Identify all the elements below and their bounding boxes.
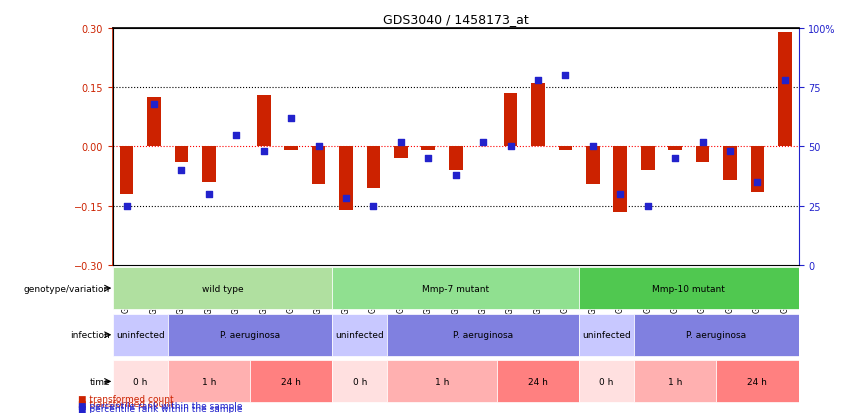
Bar — [668, 147, 682, 151]
Point — [668, 156, 682, 162]
Bar — [366, 147, 380, 188]
FancyBboxPatch shape — [168, 361, 250, 402]
Bar — [751, 147, 764, 192]
Text: 0 h: 0 h — [352, 377, 367, 386]
Bar — [202, 147, 216, 183]
Bar — [586, 147, 600, 185]
FancyBboxPatch shape — [387, 361, 496, 402]
Point — [503, 144, 517, 150]
Bar — [531, 84, 545, 147]
Bar — [148, 98, 161, 147]
Bar — [339, 147, 352, 210]
Bar — [394, 147, 408, 159]
Text: P. aeruginosa: P. aeruginosa — [687, 330, 746, 339]
Point — [394, 139, 408, 146]
Bar — [641, 147, 654, 171]
Bar — [778, 33, 792, 147]
Point — [751, 179, 765, 186]
Text: genotype/variation: genotype/variation — [23, 284, 110, 293]
Bar — [723, 147, 737, 180]
Point — [366, 203, 380, 209]
Bar — [559, 147, 572, 151]
Text: uninfected: uninfected — [116, 330, 165, 339]
FancyBboxPatch shape — [496, 361, 579, 402]
FancyBboxPatch shape — [250, 361, 332, 402]
Text: P. aeruginosa: P. aeruginosa — [453, 330, 513, 339]
Bar — [449, 147, 463, 171]
Point — [695, 139, 709, 146]
Text: wild type: wild type — [201, 284, 243, 293]
Point — [723, 148, 737, 155]
FancyBboxPatch shape — [387, 314, 579, 356]
Point — [312, 144, 326, 150]
Point — [339, 196, 353, 202]
FancyBboxPatch shape — [579, 361, 634, 402]
Text: Mmp-10 mutant: Mmp-10 mutant — [653, 284, 726, 293]
FancyBboxPatch shape — [634, 361, 716, 402]
FancyBboxPatch shape — [579, 268, 799, 309]
FancyBboxPatch shape — [113, 268, 332, 309]
Title: GDS3040 / 1458173_at: GDS3040 / 1458173_at — [383, 13, 529, 26]
Bar — [174, 147, 188, 163]
FancyBboxPatch shape — [332, 314, 387, 356]
FancyBboxPatch shape — [168, 314, 332, 356]
Text: 1 h: 1 h — [201, 377, 216, 386]
Point — [778, 78, 792, 84]
Text: ■ transformed count: ■ transformed count — [78, 394, 174, 404]
Text: ■ transformed count: ■ transformed count — [78, 399, 174, 408]
Text: 0 h: 0 h — [133, 377, 148, 386]
Point — [202, 191, 216, 197]
Point — [641, 203, 654, 209]
Point — [257, 148, 271, 155]
Text: 24 h: 24 h — [747, 377, 767, 386]
Text: time: time — [89, 377, 110, 386]
Point — [614, 191, 628, 197]
Bar — [120, 147, 134, 194]
Point — [174, 167, 188, 174]
Text: uninfected: uninfected — [582, 330, 631, 339]
Point — [229, 132, 243, 138]
Text: uninfected: uninfected — [335, 330, 384, 339]
Text: infection: infection — [70, 330, 110, 339]
Text: ■ percentile rank within the sample: ■ percentile rank within the sample — [78, 404, 243, 413]
Text: Mmp-7 mutant: Mmp-7 mutant — [422, 284, 490, 293]
Bar — [614, 147, 627, 212]
Text: P. aeruginosa: P. aeruginosa — [220, 330, 280, 339]
Bar — [503, 94, 517, 147]
Text: 1 h: 1 h — [668, 377, 682, 386]
Point — [586, 144, 600, 150]
Text: ■ percentile rank within the sample: ■ percentile rank within the sample — [78, 401, 243, 410]
FancyBboxPatch shape — [113, 314, 168, 356]
Text: 0 h: 0 h — [600, 377, 614, 386]
Point — [147, 101, 161, 108]
FancyBboxPatch shape — [579, 314, 634, 356]
FancyBboxPatch shape — [716, 361, 799, 402]
Text: 24 h: 24 h — [281, 377, 301, 386]
Point — [120, 203, 134, 209]
Bar — [696, 147, 709, 163]
Point — [449, 172, 463, 179]
Bar — [422, 147, 435, 151]
Bar — [257, 96, 271, 147]
Point — [531, 78, 545, 84]
Text: 1 h: 1 h — [435, 377, 449, 386]
Point — [421, 156, 435, 162]
Text: 24 h: 24 h — [528, 377, 548, 386]
FancyBboxPatch shape — [113, 361, 168, 402]
Point — [477, 139, 490, 146]
FancyBboxPatch shape — [634, 314, 799, 356]
Bar — [285, 147, 298, 151]
Point — [284, 115, 298, 122]
Bar — [312, 147, 326, 185]
FancyBboxPatch shape — [332, 268, 579, 309]
FancyBboxPatch shape — [332, 361, 387, 402]
Point — [558, 73, 572, 79]
